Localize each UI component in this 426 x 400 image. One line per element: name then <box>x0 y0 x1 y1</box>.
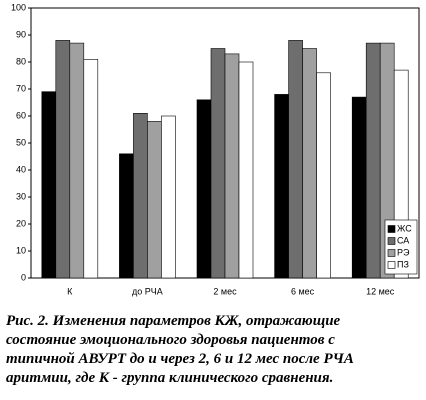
caption-line: состояние эмоционального здоровья пациен… <box>6 332 335 348</box>
legend-label: ЖС <box>397 223 412 233</box>
bar <box>238 61 254 279</box>
bar <box>274 94 289 279</box>
bar <box>288 40 303 279</box>
y-tick-label: 40 <box>16 164 26 174</box>
caption-line: типичной АВУРТ до и через 2, 6 и 12 мес … <box>6 351 354 367</box>
bar <box>161 115 176 279</box>
legend-swatch <box>387 225 396 233</box>
x-tick-label: 12 мес <box>366 286 395 296</box>
y-tick-label: 70 <box>16 83 26 93</box>
bar <box>365 42 381 279</box>
x-tick-label: 6 мес <box>291 286 315 296</box>
bar <box>133 113 148 279</box>
legend-swatch <box>387 237 396 245</box>
bar <box>316 72 331 279</box>
legend-label: СА <box>397 235 409 245</box>
legend-label: ПЗ <box>397 259 409 269</box>
y-tick-label: 50 <box>16 137 26 147</box>
y-tick-label: 30 <box>16 191 26 201</box>
y-tick-label: 0 <box>21 272 26 282</box>
legend-swatch <box>387 249 396 257</box>
caption-line: аритмии, где К - группа клинического сра… <box>6 370 333 386</box>
legend-label: РЭ <box>397 247 410 257</box>
bar <box>351 96 367 279</box>
bar <box>119 153 134 279</box>
bar <box>147 121 162 279</box>
x-tick-label: 2 мес <box>213 286 237 296</box>
y-tick-label: 60 <box>16 110 26 120</box>
legend-swatch <box>387 261 396 269</box>
bar <box>41 91 57 279</box>
bar <box>55 40 71 279</box>
y-tick-label: 90 <box>16 29 26 39</box>
y-tick-label: 100 <box>11 2 26 12</box>
bar <box>224 53 240 279</box>
x-tick-label: К <box>67 286 73 296</box>
x-tick-label: до РЧА <box>132 286 163 296</box>
y-tick-label: 80 <box>16 56 26 66</box>
bar <box>196 99 212 279</box>
y-tick-label: 10 <box>16 245 26 255</box>
bar <box>210 48 226 279</box>
bar <box>302 48 317 279</box>
y-tick-label: 20 <box>16 218 26 228</box>
bar <box>69 42 85 279</box>
bar <box>83 58 99 279</box>
caption-line: Рис. 2. Изменения параметров КЖ, отражаю… <box>6 313 341 329</box>
